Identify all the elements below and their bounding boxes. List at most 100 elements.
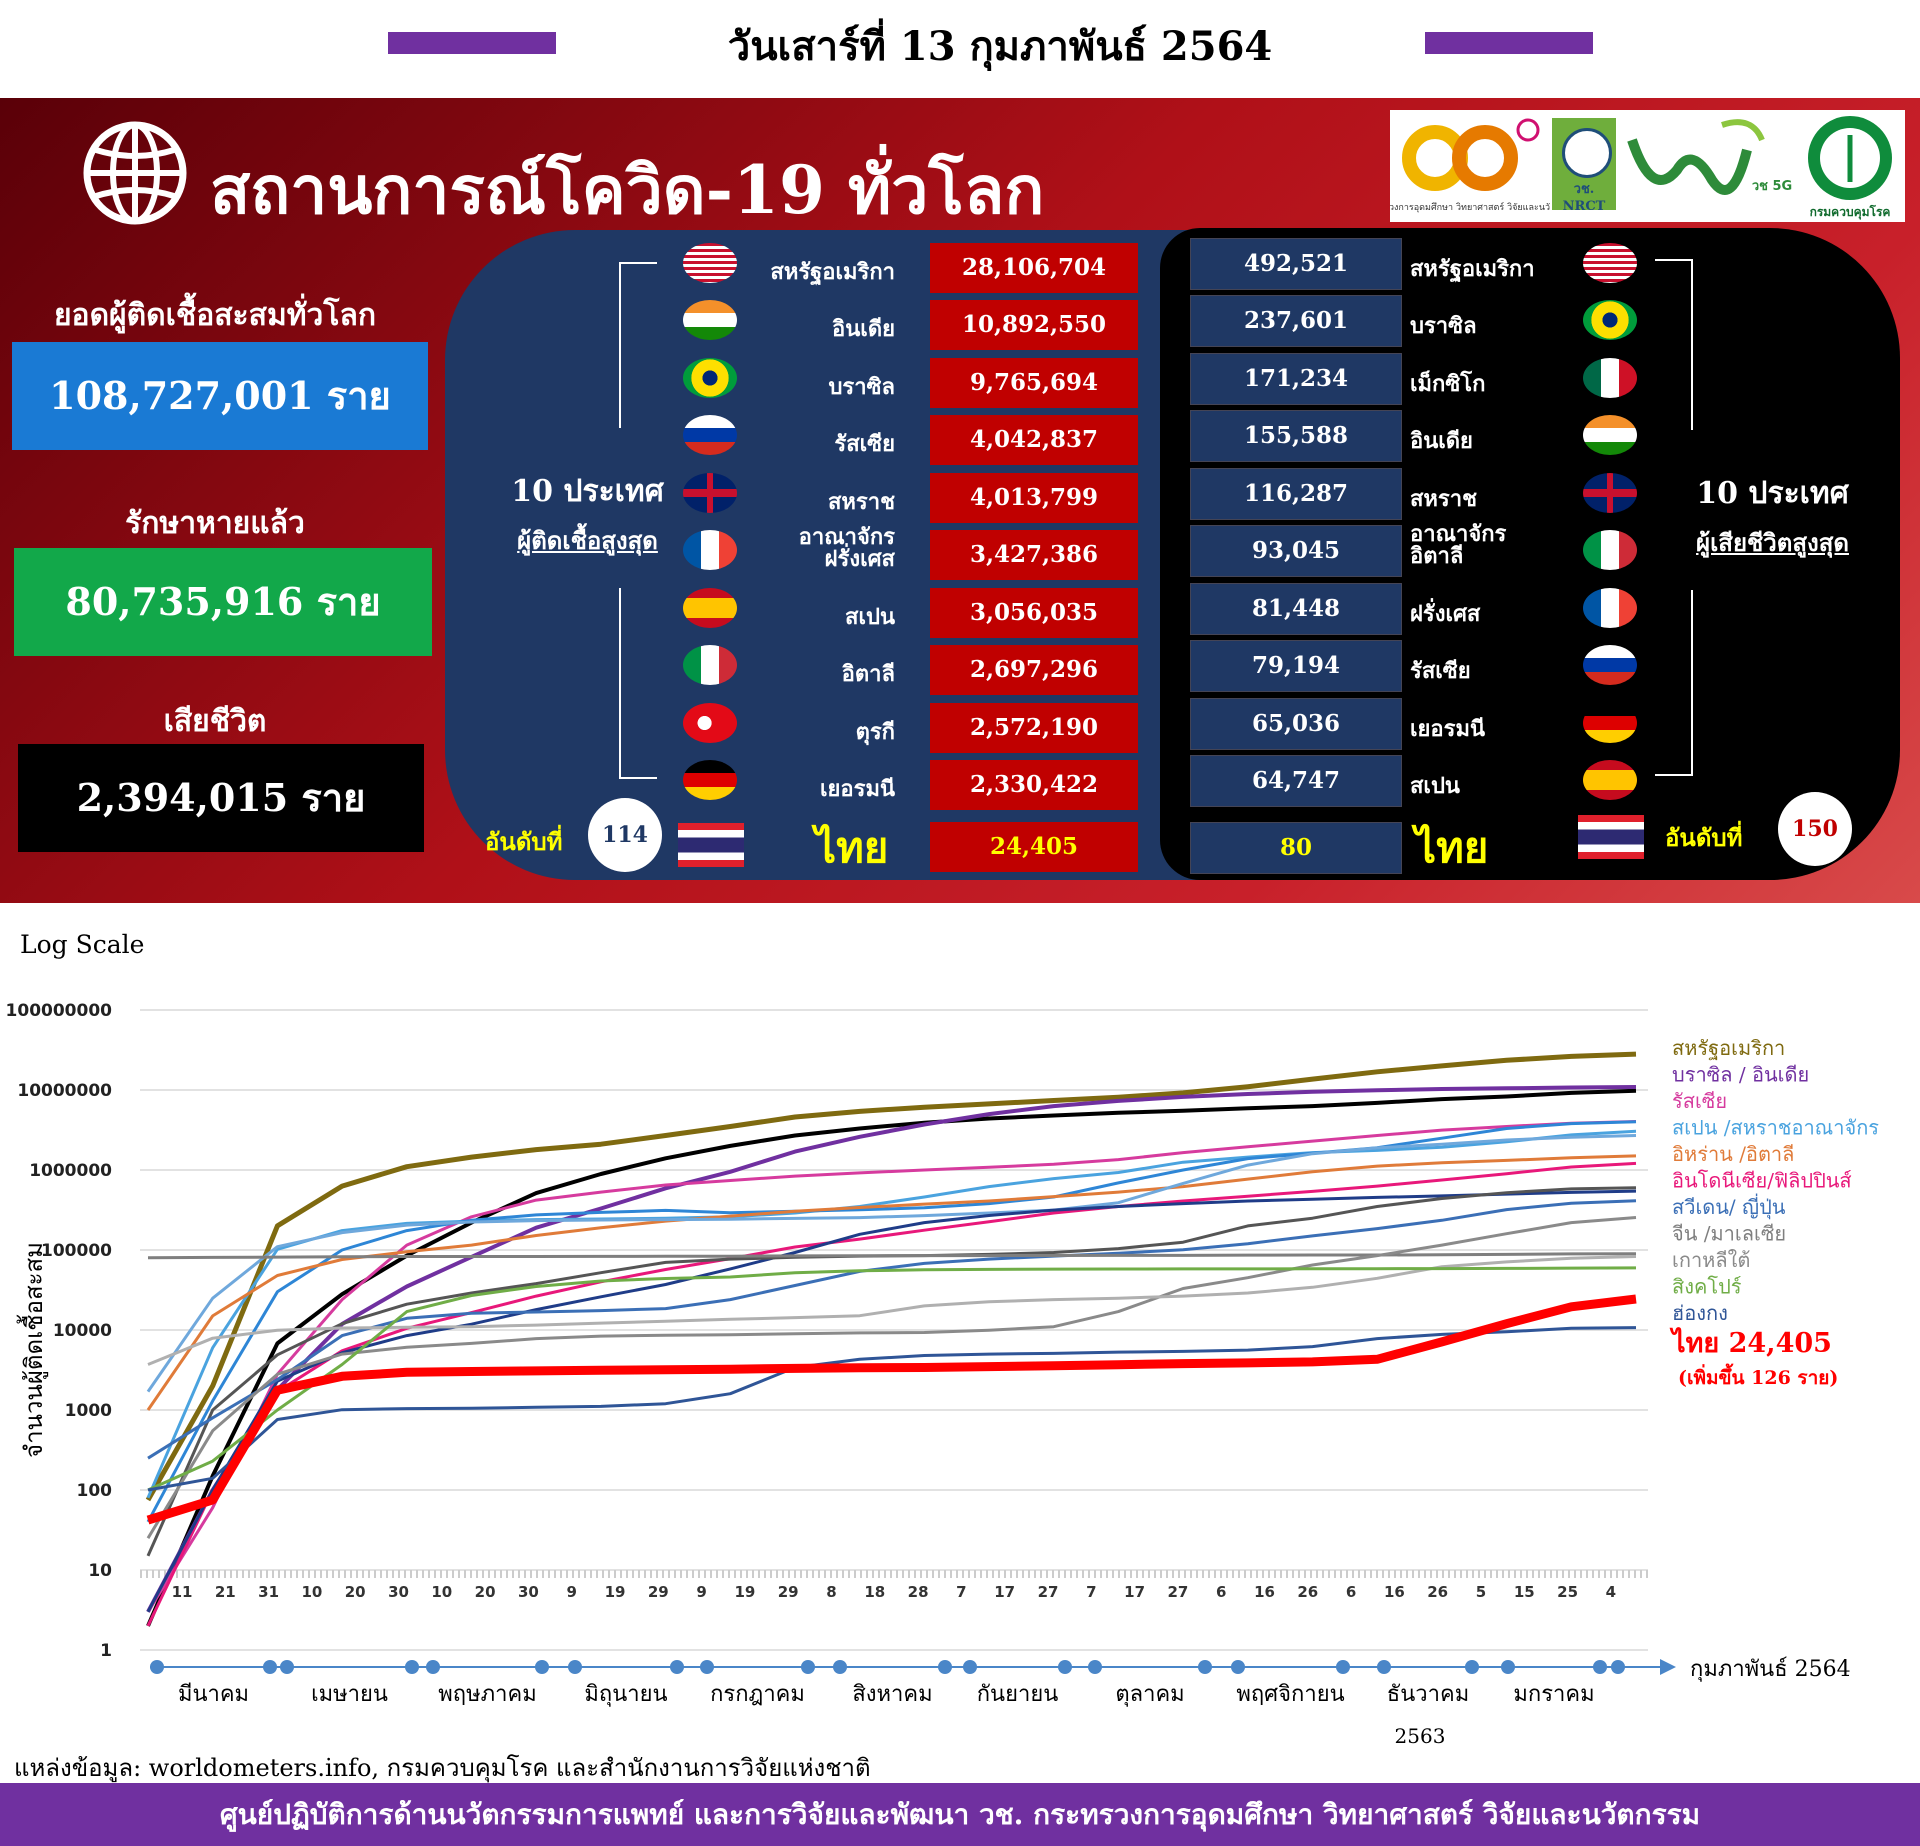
x-tick-label: 26 [1297, 1583, 1318, 1601]
cases-thai-rank: 114 [588, 798, 662, 872]
month-label: พฤศจิกายน [1236, 1682, 1344, 1707]
series-line-17 [147, 1326, 1637, 1492]
deaths-thai-rank: 150 [1778, 792, 1852, 866]
series-line-10 [146, 1189, 1637, 1613]
france-flag-icon [1583, 588, 1637, 628]
deaths-country-name: สเปน [1410, 773, 1460, 799]
x-tick-label: 19 [605, 1583, 626, 1601]
series-line-16 [147, 1266, 1637, 1492]
x-tick-label: 30 [388, 1583, 409, 1601]
series-line-15 [147, 1255, 1637, 1366]
thai-label: ไทย 24,405 [1669, 1327, 1832, 1359]
deaths-thai-rank-label: อันดับที่ [1665, 823, 1743, 852]
y-tick-label: 1000000 [29, 1161, 112, 1181]
cases-value: 28,106,704 [930, 243, 1138, 293]
vorchor-5g-text: วช 5G [1752, 179, 1792, 194]
timeline-dot [426, 1660, 440, 1674]
x-tick-label: 31 [258, 1583, 279, 1601]
x-tick-label: 28 [908, 1583, 929, 1601]
month-label: มิถุนายน [584, 1682, 667, 1707]
legend-entry: ฮ่องกง [1672, 1301, 1728, 1325]
recovered-value: 80,735,916 ราย [14, 548, 432, 656]
legend-entry: จีน /มาเลเซีย [1672, 1222, 1786, 1246]
footer-banner: ศูนย์ปฏิบัติการด้านนวัตกรรมการแพทย์ และก… [0, 1783, 1920, 1846]
deaths-value: 79,194 [1190, 640, 1402, 692]
timeline-dot [405, 1660, 419, 1674]
x-tick-label: 20 [475, 1583, 496, 1601]
y-tick-label: 1 [100, 1641, 112, 1661]
x-tick-label: 7 [956, 1583, 966, 1601]
series-line-8 [146, 1134, 1637, 1393]
month-label: ธันวาคม [1387, 1682, 1469, 1707]
uk-flag-icon [683, 473, 737, 513]
timeline-dot [1377, 1660, 1391, 1674]
deaths-value: 93,045 [1190, 525, 1402, 577]
y-tick-label: 10000000 [17, 1081, 112, 1101]
deaths-value: 2,394,015 ราย [18, 744, 424, 852]
legend-entry: อินโดนีเซีย/ฟิลิปปินส์ [1672, 1169, 1852, 1193]
timeline-dot [1593, 1660, 1607, 1674]
deaths-country-name: อิตาลี [1410, 543, 1464, 569]
cases-group-title: 10 ประเทศ ผู้ติดเชื้อสูงสุด [500, 468, 675, 560]
deaths-value: 492,521 [1190, 238, 1402, 290]
x-tick-label: 29 [778, 1583, 799, 1601]
x-tick-label: 18 [864, 1583, 885, 1601]
logo-strip: กระทรวงการอุดมศึกษา วิทยาศาสตร์ วิจัยและ… [1390, 110, 1905, 222]
x-tick-label: 15 [1514, 1583, 1535, 1601]
legend-entry: รัสเซีย [1672, 1089, 1727, 1113]
deaths-label: เสียชีวิต [163, 704, 267, 739]
deaths-value: 155,588 [1190, 410, 1402, 462]
decor-bar-right [1425, 32, 1593, 54]
legend-entry: อิหร่าน /อิตาลี [1672, 1142, 1794, 1166]
series-line-18 [146, 1294, 1637, 1525]
x-tick-label: 10 [431, 1583, 452, 1601]
decor-bar-left [388, 32, 556, 54]
russia-flag-icon [683, 415, 737, 455]
mexico-flag-icon [1583, 358, 1637, 398]
cases-value: 2,697,296 [930, 645, 1138, 695]
timeline-dot [263, 1660, 277, 1674]
cases-value: 9,765,694 [930, 358, 1138, 408]
cases-country-name: บราซิล [828, 374, 895, 400]
deaths-group-title-line2: ผู้เสียชีวิตสูงสุด [1696, 528, 1849, 557]
cases-chart: 1 10 100 1000 10000 100000 1000000 10000000 1000… [6, 1001, 1880, 1748]
cases-country-name: เยอรมนี [820, 776, 895, 802]
cases-value: 2,330,422 [930, 760, 1138, 810]
legend-entry: สเปน /สหราชอาณาจักร [1672, 1116, 1879, 1140]
deaths-thai-flag [1578, 815, 1644, 859]
cases-value: 4,013,799 [930, 473, 1138, 523]
timeline-dot [568, 1660, 582, 1674]
y-tick-label: 100000000 [6, 1001, 113, 1021]
end-month-label: กุมภาพันธ์ 2564 [1690, 1657, 1851, 1682]
uk-flag-icon [1583, 473, 1637, 513]
legend-entry: บราซิล / อินเดีย [1672, 1063, 1809, 1087]
india-flag-icon [683, 300, 737, 340]
x-tick-label: 25 [1557, 1583, 1578, 1601]
series-line-3 [146, 1085, 1637, 1613]
timeline-dot [1336, 1660, 1350, 1674]
germany-flag-icon [683, 760, 737, 800]
timeline-dot [150, 1660, 164, 1674]
germany-flag-icon [1583, 703, 1637, 743]
globe-icon [83, 121, 187, 225]
cases-country-name: สหรัฐอเมริกา [770, 259, 895, 285]
source-note: แหล่งข้อมูล: worldometers.info, กรมควบคุ… [14, 1754, 871, 1782]
series-line-9 [146, 1161, 1637, 1627]
legend-entry: เกาหลีใต้ [1672, 1248, 1750, 1272]
deaths-country-name: บราซิล [1410, 313, 1477, 339]
cases-country-name: ฝรั่งเศส [824, 546, 895, 572]
deaths-country-name: รัสเซีย [1410, 658, 1471, 684]
x-tick-label: 4 [1606, 1583, 1616, 1601]
x-tick-label: 11 [172, 1583, 193, 1601]
us-flag-icon [1583, 243, 1637, 283]
y-tick-label: 100 [77, 1481, 113, 1501]
deaths-thai-country: ไทย [1415, 823, 1489, 872]
x-tick-label: 8 [826, 1583, 836, 1601]
cases-value: 2,572,190 [930, 703, 1138, 753]
deaths-value: 171,234 [1190, 353, 1402, 405]
cases-country-name: ตุรกี [855, 719, 895, 745]
deaths-value: 116,287 [1190, 468, 1402, 520]
cases-group-title-line2: ผู้ติดเชื้อสูงสุด [517, 526, 658, 555]
total-cases-value: 108,727,001 ราย [12, 342, 428, 450]
month-label: พฤษภาคม [438, 1682, 536, 1707]
